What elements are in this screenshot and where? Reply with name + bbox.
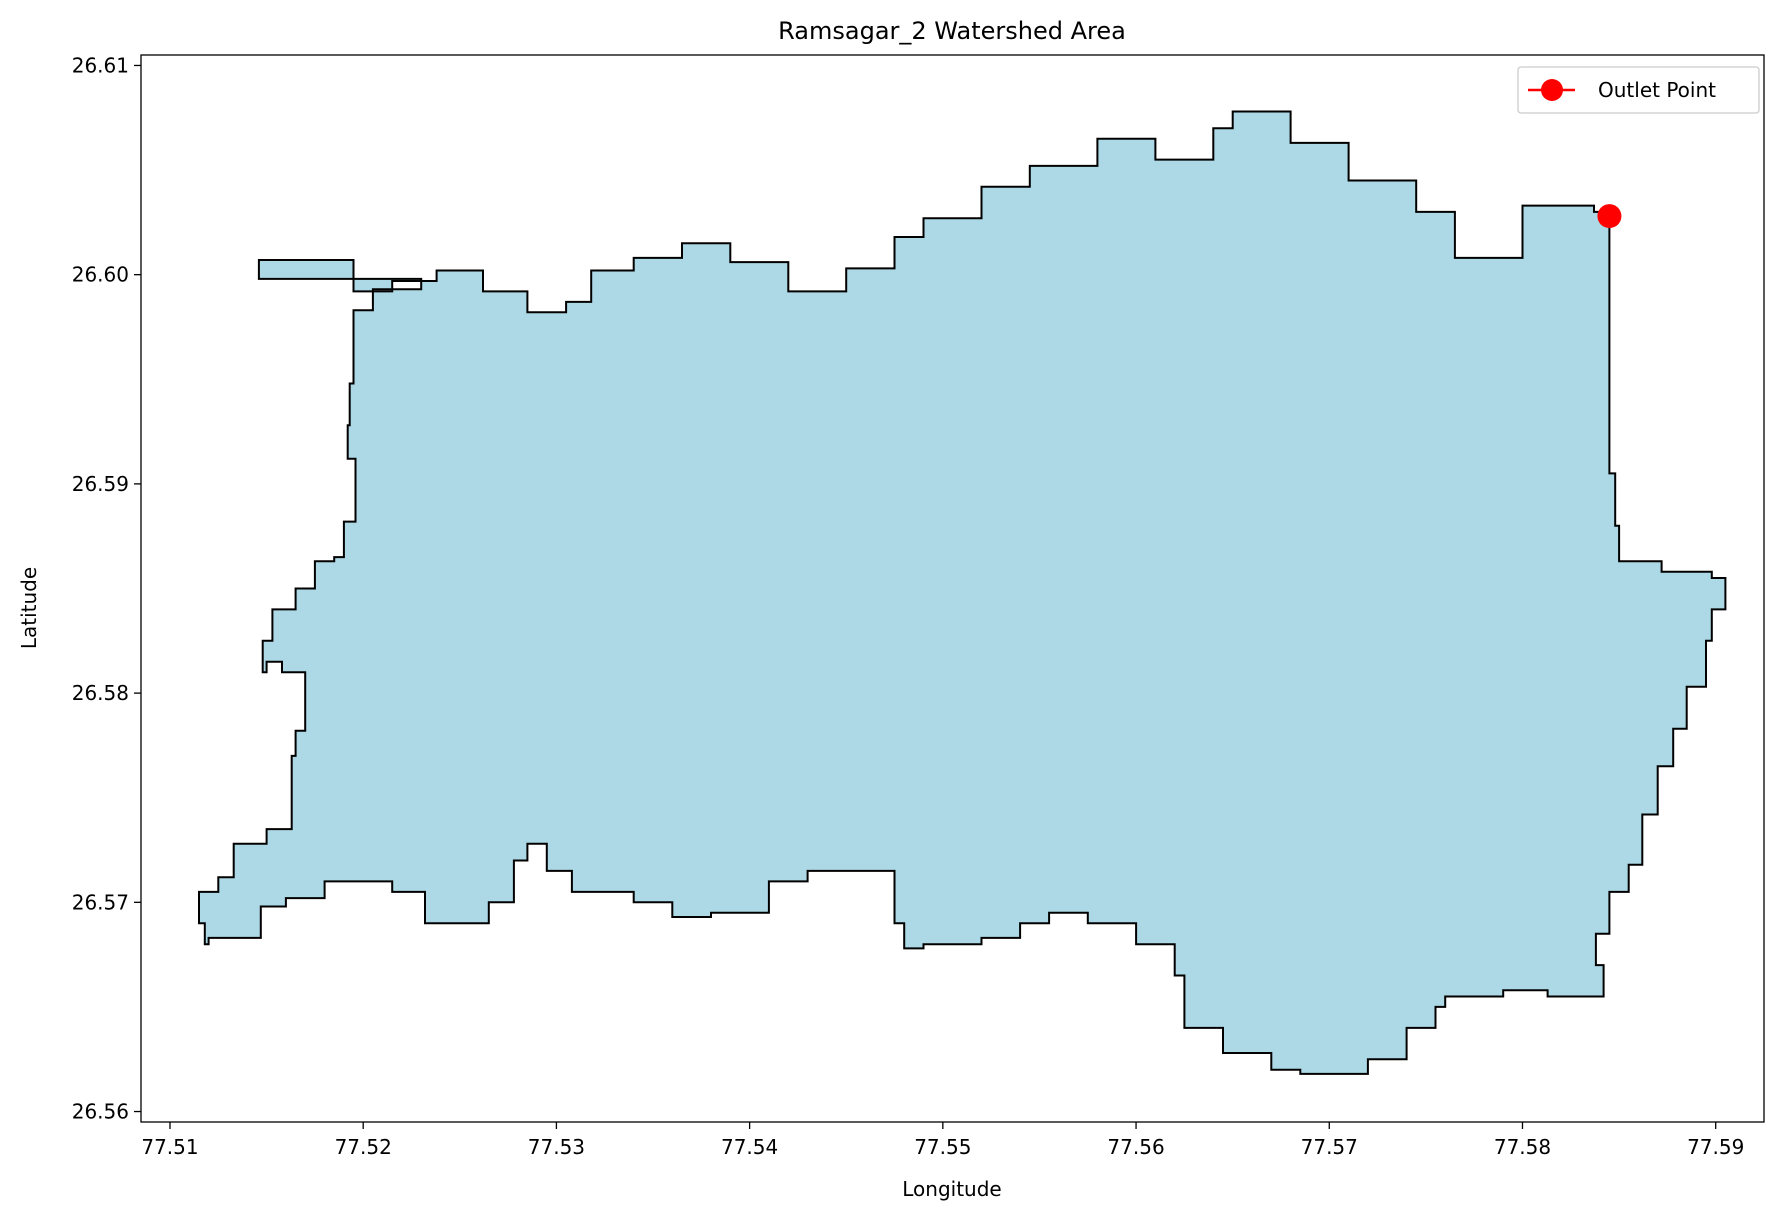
y-tick-label: 26.61 — [72, 53, 129, 77]
x-tick-label: 77.54 — [721, 1135, 778, 1159]
y-axis-label: Latitude — [17, 567, 41, 649]
outlet-point-marker — [1597, 204, 1622, 229]
axes-frame — [140, 54, 1765, 1123]
x-tick-label: 77.52 — [335, 1135, 392, 1159]
legend-label: Outlet Point — [1598, 78, 1716, 102]
y-tick-label: 26.59 — [72, 472, 129, 496]
x-tick-label: 77.57 — [1301, 1135, 1358, 1159]
x-axis-label: Longitude — [902, 1177, 1001, 1201]
legend: Outlet Point — [1517, 66, 1760, 114]
plot-area — [198, 110, 1727, 1075]
y-axis-ticks: 26.56 26.57 26.58 26.59 26.60 26.61 — [72, 53, 141, 1124]
y-tick-label: 26.57 — [72, 890, 129, 914]
x-tick-label: 77.53 — [528, 1135, 585, 1159]
y-tick-label: 26.58 — [72, 681, 129, 705]
x-tick-label: 77.59 — [1687, 1135, 1744, 1159]
x-tick-label: 77.56 — [1107, 1135, 1164, 1159]
y-tick-label: 26.60 — [72, 263, 129, 287]
chart-title: Ramsagar_2 Watershed Area — [778, 17, 1126, 45]
legend-marker-swatch — [1541, 79, 1563, 101]
watershed-polygon — [198, 110, 1727, 1075]
x-tick-label: 77.58 — [1494, 1135, 1551, 1159]
x-tick-label: 77.55 — [914, 1135, 971, 1159]
y-tick-label: 26.56 — [72, 1100, 129, 1124]
x-tick-label: 77.51 — [141, 1135, 198, 1159]
legend-box — [1517, 66, 1760, 114]
x-axis-ticks: 77.51 77.52 77.53 77.54 77.55 77.56 77.57 77.58… — [141, 1122, 1744, 1159]
